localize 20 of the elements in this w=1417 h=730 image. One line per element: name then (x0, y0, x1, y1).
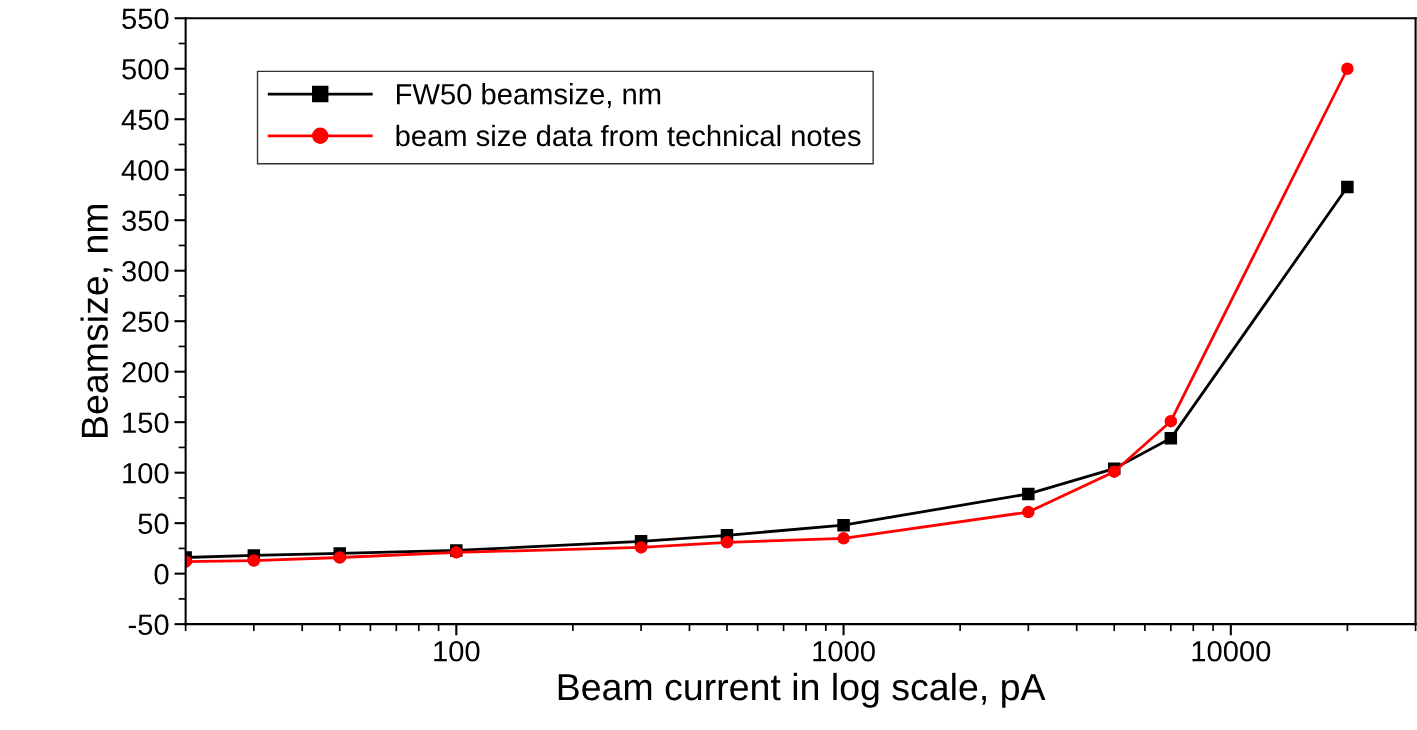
y-tick-label: 150 (123, 412, 169, 434)
y-tick-label: 0 (154, 563, 169, 585)
y-tick-label: 300 (122, 260, 169, 282)
x-tick-label: 10000 (1192, 640, 1271, 662)
y-tick-label: 500 (122, 58, 169, 80)
x-tick-label: 100 (434, 640, 480, 662)
y-tick-label: 350 (122, 210, 169, 232)
legend-label: beam size data from technical notes (396, 124, 861, 147)
x-axis-title: Beam current in log scale, pA (558, 672, 1046, 708)
y-tick-label: 100 (123, 462, 169, 484)
legend-label: FW50 beamsize, nm (397, 83, 661, 108)
y-tick-label: 400 (121, 159, 169, 181)
y-tick-label: 450 (121, 109, 169, 131)
y-tick-label: 200 (122, 361, 169, 383)
y-tick-label: -50 (128, 614, 169, 636)
y-tick-label: 50 (138, 513, 169, 535)
x-tick-label: 1000 (813, 640, 875, 662)
y-tick-label: 250 (122, 311, 169, 333)
y-axis-title: Beamsize, nm (80, 204, 113, 437)
y-tick-label: 550 (122, 8, 169, 30)
